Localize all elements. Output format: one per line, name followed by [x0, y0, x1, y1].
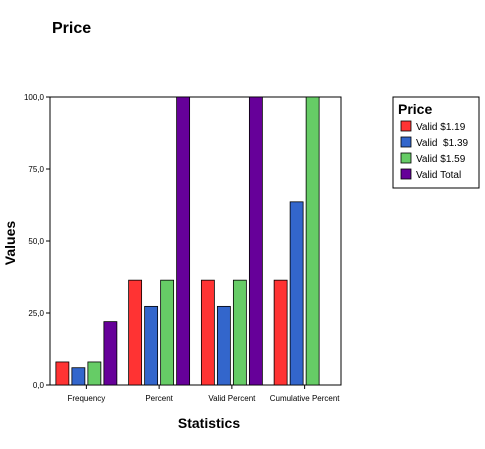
bar-valid-1-39-valid-percent — [216, 305, 231, 386]
bar-valid-total-percent — [176, 96, 191, 386]
legend-swatch-valid-total — [400, 168, 412, 180]
bar-valid-1-19-valid-percent — [200, 279, 215, 386]
y-tick-label: 0,0 — [33, 381, 45, 390]
x-tick-label: Cumulative Percent — [270, 394, 341, 403]
bar-valid-1-19-frequency — [55, 361, 70, 386]
legend-swatch-valid-1-19 — [400, 120, 412, 132]
y-axis-title: Values — [2, 221, 18, 266]
bar-valid-1-19-percent — [128, 279, 143, 386]
bar-valid-1-59-cumulative-percent — [305, 96, 320, 386]
legend-label-valid-1-19: Valid $1.19 — [416, 122, 466, 133]
y-axis: 0,0 25,0 50,0 75,0 100,0 — [24, 93, 50, 390]
y-tick-label: 75,0 — [28, 165, 44, 174]
legend-swatch-valid-1-59 — [400, 152, 412, 164]
y-tick-label: 25,0 — [28, 309, 44, 318]
legend-swatch-valid-1-39 — [400, 136, 412, 148]
bar-valid-1-39-cumulative-percent — [289, 201, 304, 386]
legend-title: Price — [398, 101, 432, 117]
x-axis: Frequency Percent Valid Percent Cumulative … — [67, 385, 340, 403]
bar-valid-total-valid-percent — [248, 96, 263, 386]
legend-label-valid-1-59: Valid $1.59 — [416, 154, 466, 165]
x-tick-label: Valid Percent — [208, 394, 256, 403]
bar-valid-1-59-frequency — [87, 361, 102, 386]
x-tick-label: Percent — [145, 394, 173, 403]
bar-valid-total-frequency — [103, 321, 118, 386]
chart-title: Price — [52, 20, 91, 37]
bar-valid-1-39-frequency — [71, 367, 86, 386]
legend: Price Valid $1.19 Valid $1.39 Valid $1.59 V… — [392, 96, 480, 189]
x-axis-title: Statistics — [178, 415, 240, 431]
bar-valid-1-59-valid-percent — [232, 279, 247, 386]
legend-label-valid-total: Valid Total — [416, 170, 461, 181]
legend-label-valid-1-39: Valid $1.39 — [416, 138, 469, 149]
y-tick-label: 100,0 — [24, 93, 45, 102]
bars-group — [55, 96, 320, 386]
y-tick-label: 50,0 — [28, 237, 44, 246]
bar-valid-1-19-cumulative-percent — [273, 279, 288, 386]
x-tick-label: Frequency — [67, 394, 105, 403]
bar-valid-1-39-percent — [144, 305, 159, 386]
bar-valid-1-59-percent — [160, 279, 175, 386]
